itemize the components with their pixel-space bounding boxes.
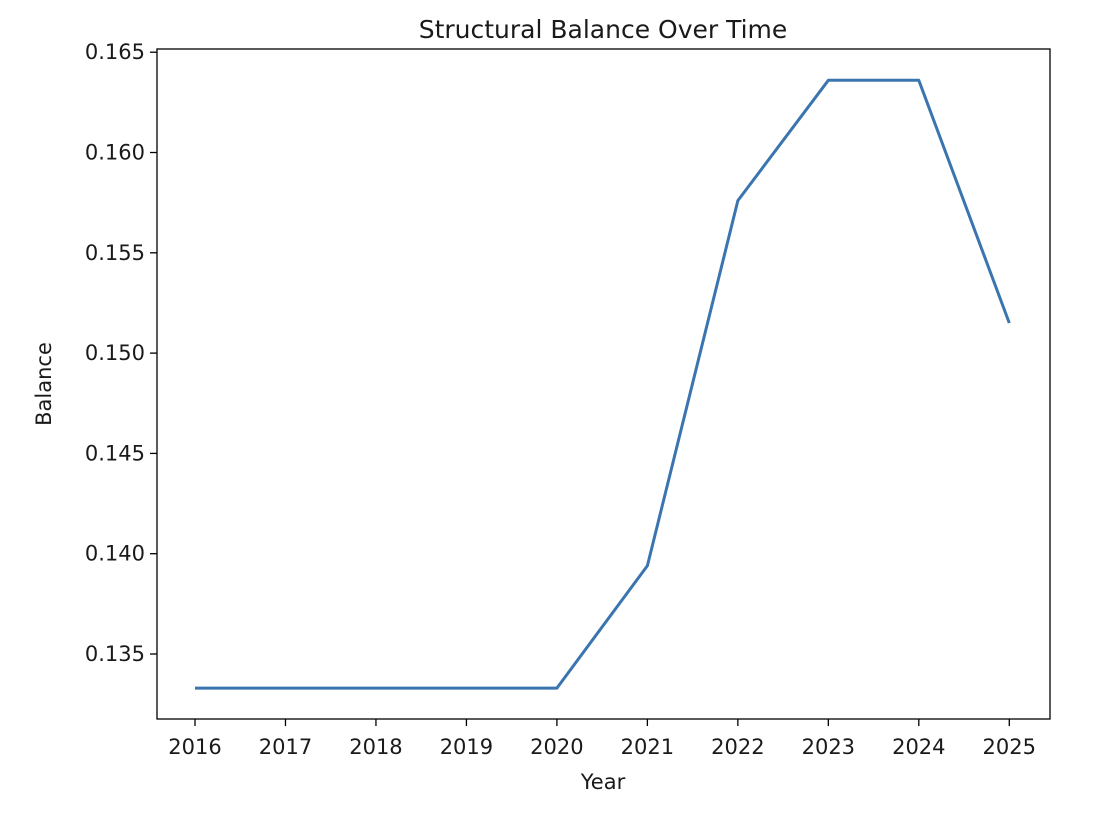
- x-tick-label: 2021: [621, 735, 674, 759]
- y-tick-label: 0.150: [85, 341, 145, 365]
- y-tick-label: 0.140: [85, 542, 145, 566]
- y-tick-label: 0.155: [85, 241, 145, 265]
- y-axis-title: Balance: [32, 342, 56, 426]
- y-tick-label: 0.160: [85, 141, 145, 165]
- x-tick-label: 2025: [983, 735, 1036, 759]
- x-tick-label: 2022: [711, 735, 764, 759]
- x-tick-label: 2017: [259, 735, 312, 759]
- x-tick-label: 2018: [349, 735, 402, 759]
- x-tick-label: 2020: [530, 735, 583, 759]
- x-tick-label: 2024: [892, 735, 945, 759]
- chart-title: Structural Balance Over Time: [419, 15, 788, 44]
- x-axis-title: Year: [580, 770, 626, 794]
- x-tick-label: 2019: [440, 735, 493, 759]
- y-tick-label: 0.135: [85, 642, 145, 666]
- x-tick-label: 2023: [802, 735, 855, 759]
- y-tick-label: 0.145: [85, 441, 145, 465]
- x-tick-label: 2016: [168, 735, 221, 759]
- y-tick-label: 0.165: [85, 40, 145, 64]
